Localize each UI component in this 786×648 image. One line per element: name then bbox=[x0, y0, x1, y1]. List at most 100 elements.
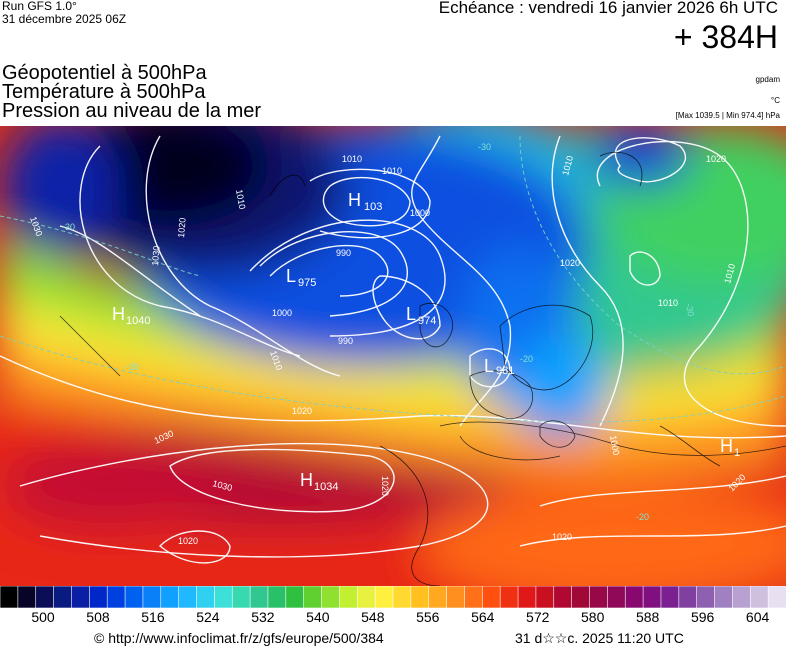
pressure-system-value: 1040 bbox=[126, 315, 150, 327]
isobar-label: 1010 bbox=[342, 154, 362, 164]
color-scale-swatch bbox=[696, 586, 716, 608]
isobar-label: 1020 bbox=[178, 536, 198, 546]
color-scale-swatch bbox=[624, 586, 644, 608]
isobar-label: 1020 bbox=[380, 476, 390, 496]
color-scale-swatch bbox=[285, 586, 305, 608]
temperature-label: -20 bbox=[636, 512, 649, 522]
color-scale-tick: 508 bbox=[86, 609, 110, 625]
color-scale-swatch bbox=[303, 586, 323, 608]
isobar-label: 990 bbox=[336, 248, 351, 258]
color-scale-swatch bbox=[660, 586, 680, 608]
color-scale-ticks: 500 508 516 524 532 540 548 556 564 572 580 588 596 6… bbox=[0, 609, 786, 629]
color-scale-swatch bbox=[249, 586, 269, 608]
color-scale-swatch bbox=[749, 586, 769, 608]
color-scale-swatch bbox=[231, 586, 251, 608]
color-scale-swatch bbox=[589, 586, 609, 608]
color-scale-tick: 580 bbox=[581, 609, 605, 625]
color-scale-swatch bbox=[446, 586, 466, 608]
color-scale-swatch bbox=[196, 586, 216, 608]
isobar-label: 1020 bbox=[552, 532, 572, 542]
color-scale-tick: 516 bbox=[141, 609, 165, 625]
pressure-system-h: H bbox=[300, 470, 313, 490]
color-scale-swatch bbox=[535, 586, 555, 608]
color-scale-tick: 604 bbox=[745, 609, 770, 625]
color-scale-swatch bbox=[214, 586, 234, 608]
color-scale-tick: 596 bbox=[690, 609, 715, 625]
weather-map: H 103 L 975 L 974 H 1040 L 981 H 1034 H … bbox=[0, 126, 786, 586]
color-scale-swatch bbox=[428, 586, 448, 608]
color-scale-swatch bbox=[339, 586, 359, 608]
isobar-label: 1000 bbox=[272, 308, 292, 318]
unit-celsius: °C bbox=[771, 96, 780, 105]
pressure-system-value: 981 bbox=[496, 365, 514, 377]
color-scale-swatch bbox=[464, 586, 484, 608]
isobar-label: 1020 bbox=[560, 258, 580, 268]
isobar-label: 1010 bbox=[234, 189, 247, 210]
color-scale-tick: 588 bbox=[635, 609, 660, 625]
color-scale-swatch bbox=[17, 586, 37, 608]
render-timestamp: 31 d☆☆c. 2025 11:20 UTC bbox=[515, 630, 684, 646]
temperature-label: -20 bbox=[520, 354, 533, 364]
color-scale-swatch bbox=[678, 586, 698, 608]
color-scale-swatch bbox=[89, 586, 108, 608]
color-scale-tick: 556 bbox=[416, 609, 440, 625]
color-scale-swatch bbox=[714, 586, 734, 608]
color-scale-swatch bbox=[499, 586, 519, 608]
pressure-system-value: 1034 bbox=[314, 481, 338, 493]
color-scale-swatch bbox=[732, 586, 752, 608]
pressure-system-l: L bbox=[286, 266, 296, 286]
pressure-system-value: 1 bbox=[734, 447, 740, 459]
isobar-label: 1020 bbox=[292, 406, 312, 416]
pressure-system-value: 974 bbox=[418, 315, 436, 327]
color-scale-swatch bbox=[124, 586, 144, 608]
pressure-system-h: H bbox=[112, 304, 125, 324]
color-scale-swatch bbox=[571, 586, 591, 608]
pressure-system-value: 103 bbox=[364, 201, 382, 213]
isobar-label: 1000 bbox=[608, 435, 621, 456]
color-scale-tick: 524 bbox=[196, 609, 220, 625]
isobar-label: 1030 bbox=[150, 245, 162, 266]
pressure-system-h: H bbox=[720, 436, 733, 456]
temperature-label: -30 bbox=[478, 142, 491, 152]
color-scale-swatch bbox=[482, 586, 501, 608]
isobar-label: 1020 bbox=[706, 154, 726, 164]
color-scale-tick: 500 bbox=[31, 609, 55, 625]
color-scale bbox=[0, 586, 786, 608]
color-scale-swatch bbox=[53, 586, 73, 608]
temperature-label: -20 bbox=[126, 362, 139, 372]
color-scale-swatch bbox=[267, 586, 287, 608]
color-scale-swatch bbox=[374, 586, 394, 608]
color-scale-swatch bbox=[321, 586, 341, 608]
isobar-label: 990 bbox=[338, 336, 353, 346]
color-scale-tick: 532 bbox=[251, 609, 275, 625]
temperature-label: -30 bbox=[684, 303, 696, 318]
color-scale-swatch bbox=[0, 586, 19, 608]
color-scale-swatch bbox=[106, 586, 126, 608]
pressure-system-l: L bbox=[406, 304, 416, 324]
color-scale-swatch bbox=[553, 586, 573, 608]
isobar-label: 1010 bbox=[382, 166, 402, 176]
run-label: Run GFS 1.0° bbox=[2, 0, 77, 13]
color-scale-swatch bbox=[356, 586, 376, 608]
color-scale-swatch bbox=[160, 586, 180, 608]
isobar-label: 1000 bbox=[410, 208, 430, 218]
color-scale-tick: 540 bbox=[306, 609, 330, 625]
run-date: 31 décembre 2025 06Z bbox=[2, 12, 127, 26]
color-scale-swatch bbox=[178, 586, 198, 608]
color-scale-swatch bbox=[392, 586, 412, 608]
color-scale-tick: 572 bbox=[526, 609, 550, 625]
color-scale-swatch bbox=[142, 586, 162, 608]
pressure-system-value: 975 bbox=[298, 277, 316, 289]
pressure-range: [Max 1039.5 | Min 974.4] hPa bbox=[675, 111, 780, 120]
temperature-label: -30 bbox=[62, 222, 75, 232]
unit-gpdam: gpdam bbox=[755, 75, 780, 84]
color-scale-swatch bbox=[607, 586, 627, 608]
forecast-valid-time: Echéance : vendredi 16 janvier 2026 6h U… bbox=[438, 0, 778, 17]
isobar-label: 1010 bbox=[658, 298, 678, 308]
color-scale-swatch bbox=[35, 586, 55, 608]
color-scale-swatch bbox=[642, 586, 662, 608]
color-scale-swatch bbox=[517, 586, 537, 608]
color-scale-tick: 548 bbox=[361, 609, 385, 625]
color-scale-swatch bbox=[410, 586, 430, 608]
forecast-hour: + 384H bbox=[673, 19, 778, 55]
